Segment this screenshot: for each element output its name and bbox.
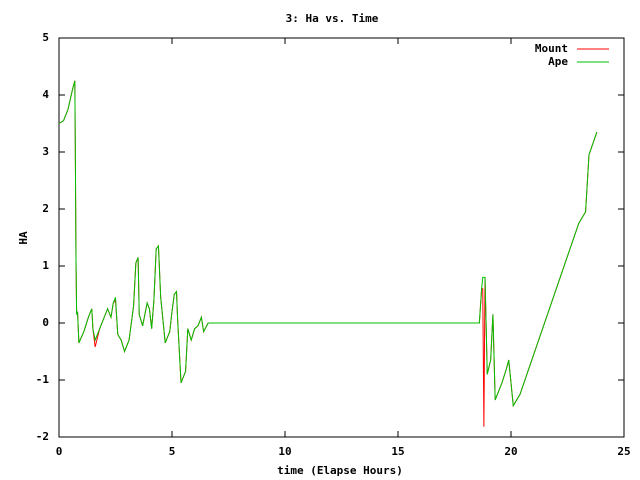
x-tick-label: 15	[391, 445, 404, 458]
y-tick-label: 4	[42, 88, 49, 101]
y-tick-label: 0	[42, 316, 49, 329]
y-tick-label: -1	[36, 373, 50, 386]
y-tick-label: 5	[42, 31, 49, 44]
plot-border	[58, 37, 625, 438]
x-tick-label: 20	[504, 445, 517, 458]
x-tick-label: 5	[169, 445, 176, 458]
legend-label: Mount	[535, 42, 568, 55]
data-line	[58, 80, 598, 408]
y-tick-label: 1	[42, 259, 49, 272]
y-tick-label: 2	[42, 202, 49, 215]
x-tick-label: 10	[278, 445, 291, 458]
legend-label: Ape	[548, 55, 568, 68]
y-tick-label: -2	[36, 430, 49, 443]
x-axis-label: time (Elapse Hours)	[277, 464, 403, 477]
x-tick-label: 0	[56, 445, 63, 458]
x-tick-label: 25	[617, 445, 630, 458]
chart-title: 3: Ha vs. Time	[286, 12, 379, 25]
y-tick-label: 3	[42, 145, 49, 158]
y-axis-label: HA	[17, 231, 30, 245]
